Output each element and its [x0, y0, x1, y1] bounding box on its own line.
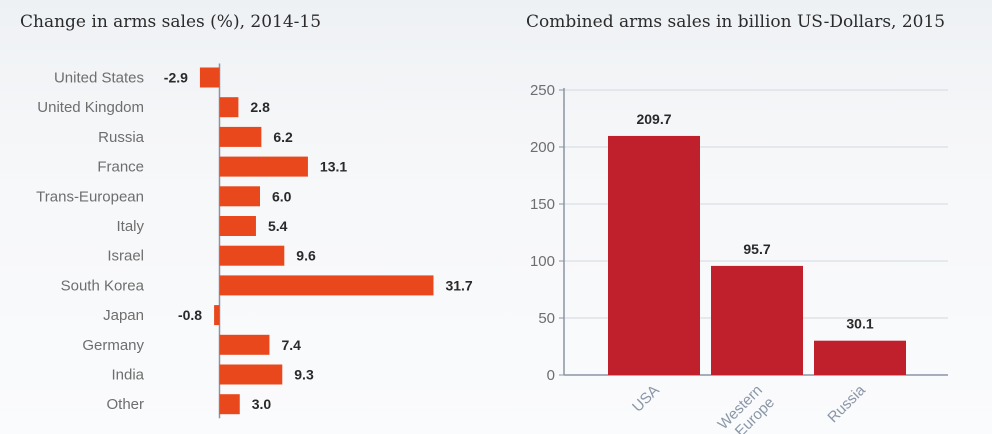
category-label-russia: Russia: [98, 129, 145, 146]
bar-russia: [219, 126, 262, 147]
bar-india: [219, 364, 283, 385]
sales-chart: 0 50 100 150 200 250 209.7 USA 95.7 WesternEurope…: [530, 82, 948, 434]
value-label-russia: 6.2: [273, 129, 293, 145]
x-tick-label-western-europe: WesternEurope: [715, 382, 779, 434]
bar-other: [219, 394, 240, 415]
y-tick-label-200: 200: [530, 139, 555, 156]
value-label-israel: 9.6: [296, 248, 316, 264]
category-label-south-korea: South Korea: [61, 277, 145, 294]
value-label-united-kingdom: 2.8: [250, 99, 270, 115]
category-label-other: Other: [106, 396, 144, 413]
category-label-united-states: United States: [54, 70, 144, 87]
y-tick-label-100: 100: [530, 253, 555, 270]
change-chart-title: Change in arms sales (%), 2014-15: [20, 12, 322, 32]
value-label-italy: 5.4: [268, 218, 288, 234]
value-label-france: 13.1: [320, 159, 347, 175]
sales-chart-title: Combined arms sales in billion US-Dollar…: [526, 12, 946, 32]
value-label-south-korea: 31.7: [445, 277, 472, 293]
value-label-japan: -0.8: [178, 307, 202, 323]
y-tick-label-0: 0: [547, 367, 555, 384]
value-label-western-europe: 95.7: [743, 241, 770, 257]
bar-usa: [608, 135, 700, 375]
y-tick-label-250: 250: [530, 82, 555, 99]
sales-chart-panel: Combined arms sales in billion US-Dollar…: [500, 0, 992, 434]
bar-france: [219, 156, 308, 177]
value-label-india: 9.3: [294, 367, 314, 383]
bar-italy: [219, 216, 256, 236]
category-label-united-kingdom: United Kingdom: [37, 99, 144, 116]
category-label-israel: Israel: [107, 248, 144, 265]
bar-western-europe: [711, 265, 803, 375]
bar-south-korea: [219, 275, 434, 296]
value-label-usa: 209.7: [636, 111, 671, 127]
bar-trans-european: [219, 186, 260, 207]
change-chart-panel: Change in arms sales (%), 2014-15 United…: [20, 12, 473, 419]
value-label-united-states: -2.9: [164, 70, 188, 86]
bar-germany: [219, 334, 270, 355]
value-label-trans-european: 6.0: [272, 188, 292, 204]
bar-united-kingdom: [219, 97, 239, 118]
value-label-germany: 7.4: [281, 337, 301, 353]
y-tick-label-150: 150: [530, 196, 555, 213]
y-tick-label-50: 50: [538, 310, 555, 327]
x-tick-label-usa: USA: [629, 382, 663, 416]
bar-japan: [214, 305, 220, 326]
bar-russia: [814, 340, 906, 375]
bar-israel: [219, 245, 285, 266]
change-chart: United States -2.9 United Kingdom 2.8 Russia…: [36, 63, 473, 419]
category-label-germany: Germany: [82, 337, 144, 354]
x-tick-label-russia: Russia: [824, 381, 869, 426]
value-label-russia: 30.1: [846, 316, 873, 332]
value-label-other: 3.0: [252, 396, 272, 412]
category-label-france: France: [97, 159, 144, 176]
category-label-india: India: [111, 367, 144, 384]
category-label-trans-european: Trans-European: [36, 188, 144, 205]
bar-united-states: [199, 67, 220, 88]
category-label-japan: Japan: [103, 307, 144, 324]
category-label-italy: Italy: [116, 218, 144, 235]
